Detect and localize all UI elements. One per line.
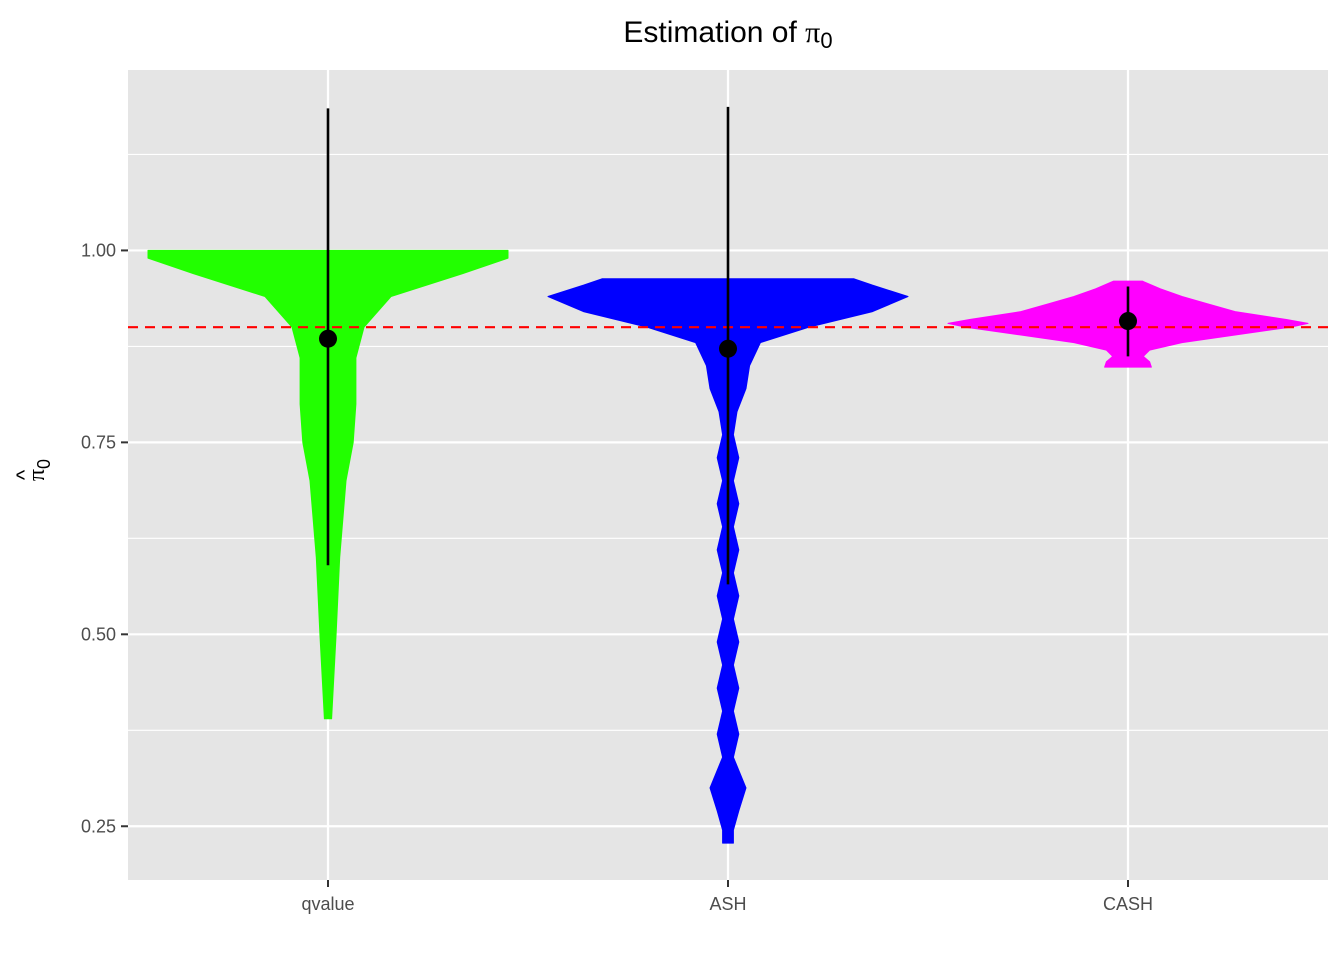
summary-layer — [319, 106, 1137, 585]
y-tick-label: 0.25 — [81, 816, 116, 836]
x-axis: qvalue ASH CASH — [301, 880, 1153, 914]
x-tick-label-CASH: CASH — [1103, 894, 1153, 914]
x-tick-label-qvalue: qvalue — [301, 894, 354, 914]
y-axis-title-subscript: 0 — [34, 459, 54, 469]
y-axis: 0.25 0.50 0.75 1.00 — [81, 240, 128, 836]
svg-text:Estimation of π0: Estimation of π0 — [623, 16, 832, 53]
x-tick-label-ASH: ASH — [709, 894, 746, 914]
y-tick-label: 0.50 — [81, 624, 116, 644]
chart-title-symbol: π — [805, 16, 820, 49]
chart-title-subscript: 0 — [820, 28, 832, 53]
y-axis-title: π0 ^ — [12, 459, 54, 481]
y-axis-title-symbol: π — [24, 469, 50, 481]
chart-title-main: Estimation of — [623, 16, 805, 49]
y-axis-title-hat: ^ — [12, 469, 37, 480]
mean-point-ASH — [719, 339, 737, 358]
y-tick-label: 0.75 — [81, 432, 116, 452]
svg-text:π0: π0 — [24, 459, 54, 481]
chart-title: Estimation of π0 — [623, 16, 832, 53]
mean-point-CASH — [1119, 312, 1137, 331]
mean-point-qvalue — [319, 329, 337, 348]
y-tick-label: 1.00 — [81, 240, 116, 260]
